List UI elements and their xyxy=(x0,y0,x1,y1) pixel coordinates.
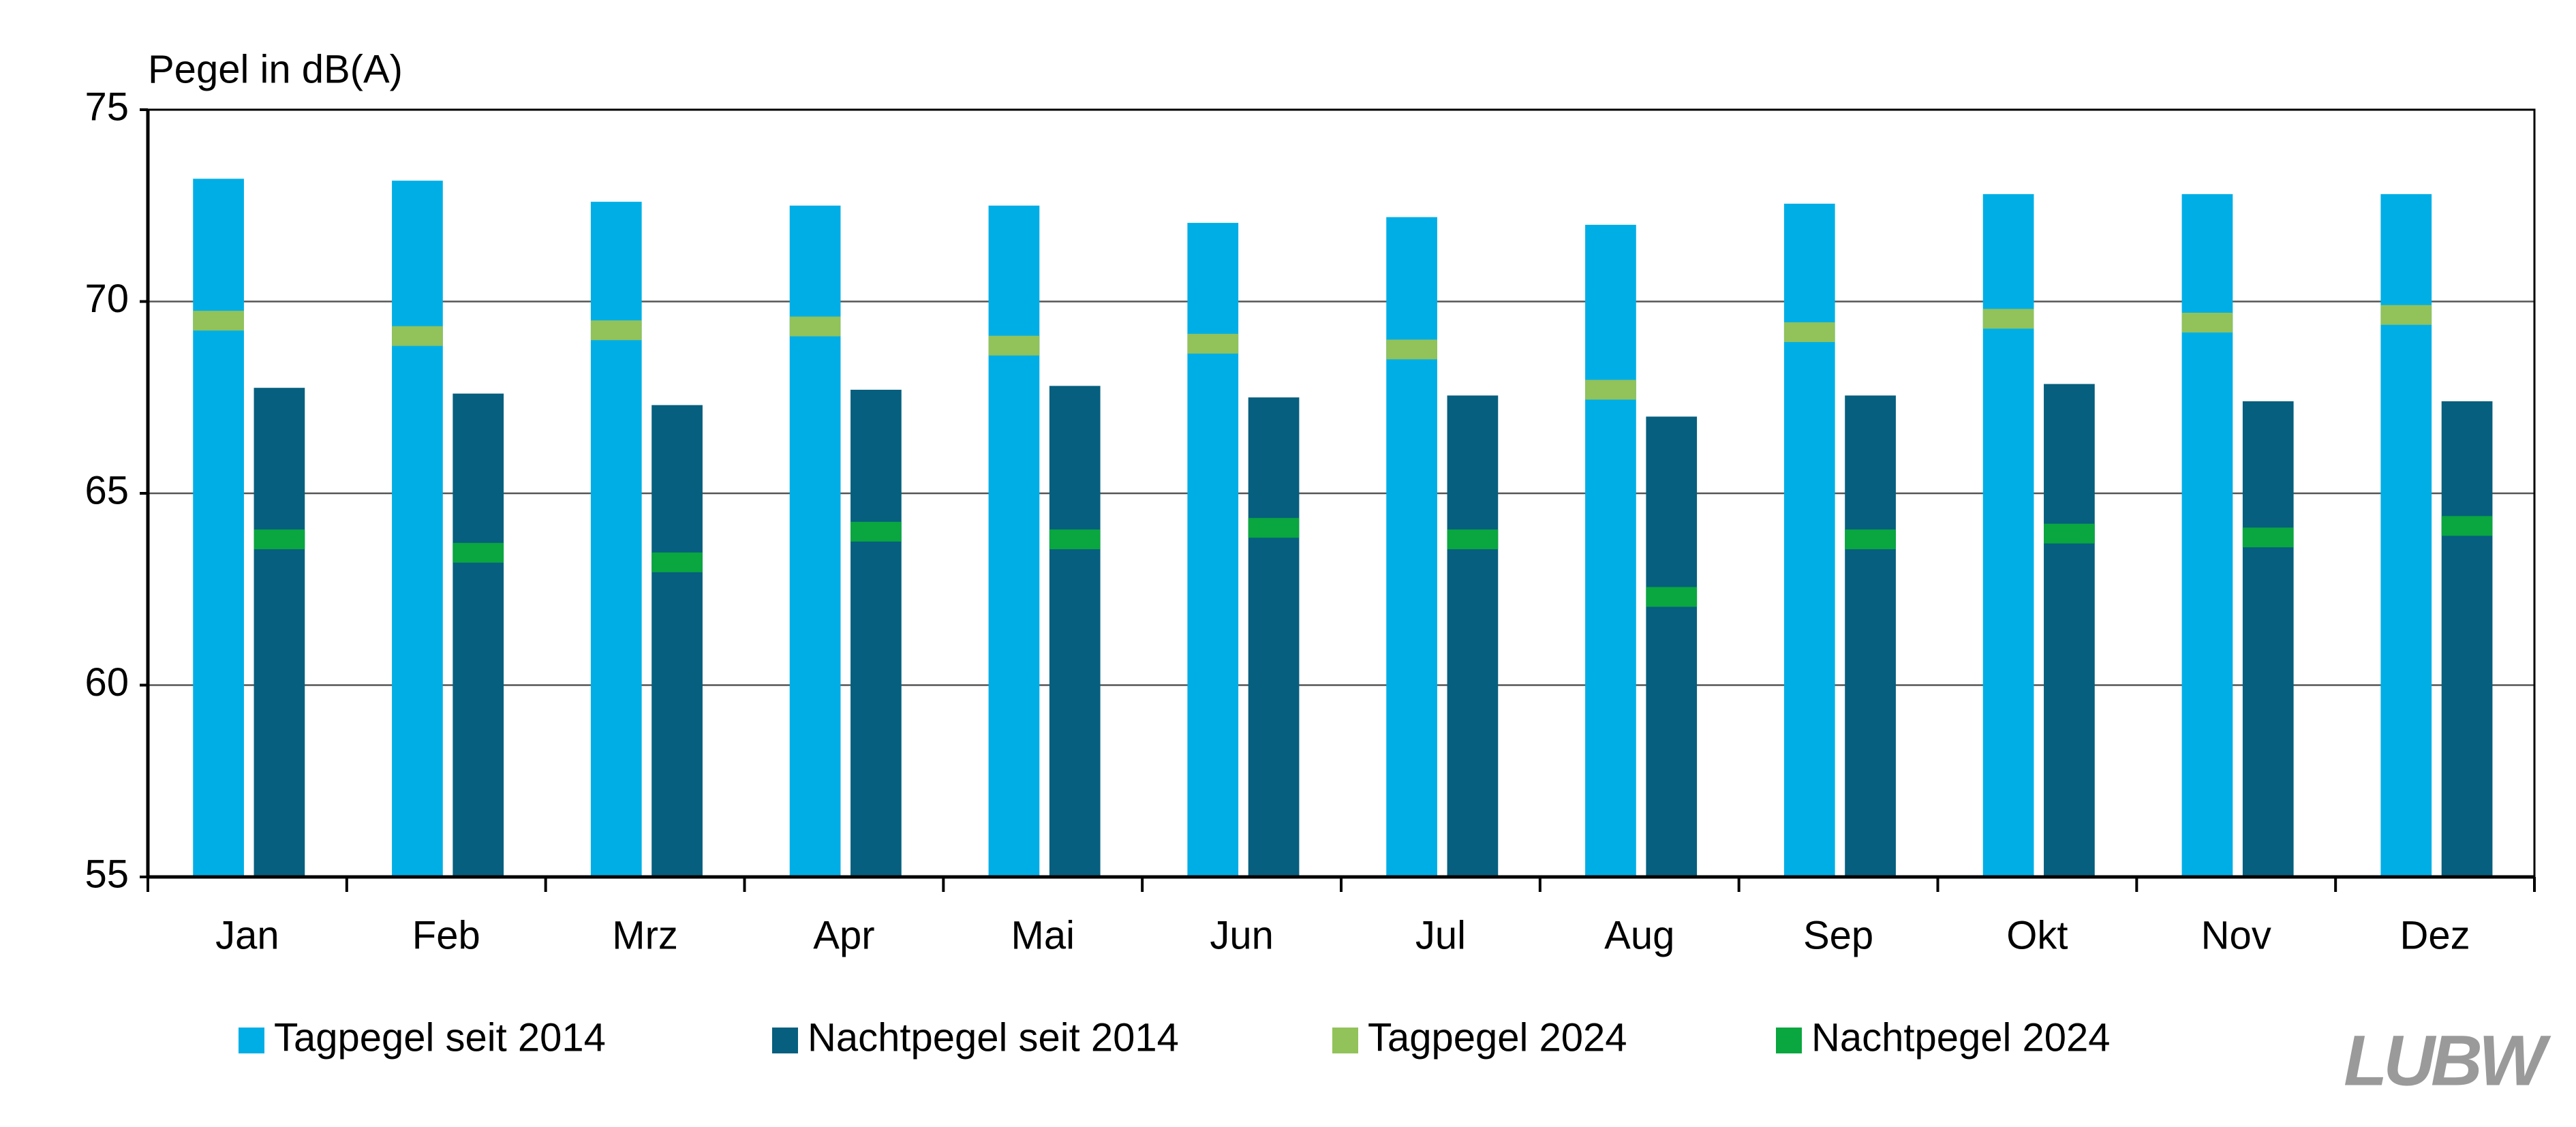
bar xyxy=(2441,401,2493,877)
marker xyxy=(1982,309,2034,329)
x-tick-label: Feb xyxy=(412,913,480,957)
bar xyxy=(453,393,504,877)
bar xyxy=(2380,194,2432,877)
bar xyxy=(988,205,1040,877)
marker xyxy=(651,552,703,572)
bar xyxy=(254,388,305,877)
legend-swatch xyxy=(772,1028,798,1053)
y-tick-label: 70 xyxy=(85,277,129,321)
legend-label: Nachtpegel 2024 xyxy=(1811,1015,2111,1060)
marker xyxy=(2044,523,2095,544)
marker xyxy=(2242,527,2294,548)
x-tick-label: Apr xyxy=(813,913,874,957)
bar xyxy=(193,179,244,878)
marker xyxy=(254,529,305,550)
logo: LUBW xyxy=(2344,1021,2551,1101)
marker xyxy=(1585,380,1636,400)
y-tick-label: 75 xyxy=(85,84,129,129)
x-tick-label: Nov xyxy=(2201,913,2271,957)
marker xyxy=(590,320,642,341)
marker xyxy=(1386,339,1437,360)
bar xyxy=(1248,397,1300,877)
y-tick-label: 55 xyxy=(85,852,129,896)
bar xyxy=(2044,384,2095,877)
marker xyxy=(850,521,902,542)
marker xyxy=(453,542,504,563)
bar xyxy=(1585,224,1636,877)
marker xyxy=(392,326,443,346)
x-tick-label: Mrz xyxy=(612,913,678,957)
marker xyxy=(2380,305,2432,325)
bar xyxy=(1783,203,1835,877)
marker xyxy=(2441,516,2493,536)
marker xyxy=(1187,333,1239,354)
bar xyxy=(392,181,443,877)
bar xyxy=(1646,416,1698,877)
x-tick-label: Jul xyxy=(1415,913,1466,957)
bar xyxy=(850,389,902,877)
bar xyxy=(1049,386,1101,877)
marker xyxy=(1783,322,1835,343)
x-tick-label: Mai xyxy=(1011,913,1075,957)
y-tick-label: 60 xyxy=(85,660,129,705)
marker xyxy=(1646,587,1698,607)
legend-label: Tagpegel seit 2014 xyxy=(274,1015,606,1060)
x-tick-label: Okt xyxy=(2006,913,2068,957)
legend-label: Tagpegel 2024 xyxy=(1368,1015,1627,1060)
x-tick-label: Dez xyxy=(2400,913,2470,957)
bar xyxy=(1386,217,1437,877)
marker xyxy=(1248,518,1300,538)
bar xyxy=(789,205,841,877)
legend-swatch xyxy=(1332,1028,1358,1053)
marker xyxy=(1845,529,1896,550)
x-tick-label: Aug xyxy=(1604,913,1674,957)
marker xyxy=(1049,529,1101,550)
bar xyxy=(1845,395,1896,877)
bar xyxy=(651,405,703,877)
marker xyxy=(193,311,244,331)
y-tick-label: 65 xyxy=(85,468,129,512)
marker xyxy=(1447,529,1499,550)
bar xyxy=(590,202,642,877)
legend-swatch xyxy=(1776,1028,1802,1053)
legend-label: Nachtpegel seit 2014 xyxy=(808,1015,1179,1060)
x-tick-label: Sep xyxy=(1803,913,1873,957)
bar xyxy=(1447,395,1499,877)
bar xyxy=(1187,223,1239,878)
bar xyxy=(2242,401,2294,877)
marker xyxy=(988,335,1040,356)
bar xyxy=(2181,194,2233,877)
bar xyxy=(1982,194,2034,877)
marker xyxy=(2181,312,2233,333)
legend-swatch xyxy=(239,1028,264,1053)
x-tick-label: Jan xyxy=(215,913,279,957)
marker xyxy=(789,316,841,337)
y-axis-title: Pegel in dB(A) xyxy=(148,47,403,91)
x-tick-label: Jun xyxy=(1210,913,1274,957)
